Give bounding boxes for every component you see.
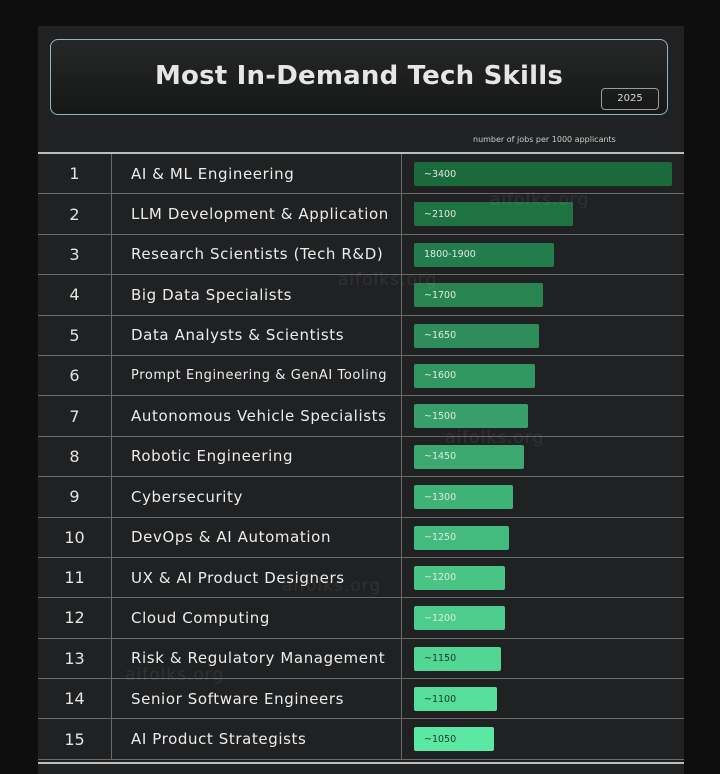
skill-name: LLM Development & Application <box>131 205 389 224</box>
bar-value-label: ~1700 <box>424 289 457 301</box>
bar: ~1450 <box>414 444 524 469</box>
rank-number: 7 <box>38 396 112 436</box>
bar-value-label: ~2100 <box>424 208 457 220</box>
bar-value-label: ~3400 <box>424 168 457 180</box>
rank-number: 9 <box>38 477 112 517</box>
bar-cell: ~1200 <box>401 598 684 638</box>
table-row: 5 Data Analysts & Scientists ~1650 <box>38 315 684 356</box>
title-box: Most In-Demand Tech Skills 2025 <box>50 39 668 115</box>
rank-number: 2 <box>38 194 112 234</box>
skill-name: Robotic Engineering <box>131 447 294 466</box>
table-row: 13 Risk & Regulatory Management ~1150 <box>38 638 684 680</box>
bar: ~1300 <box>414 485 513 510</box>
skill-name: Autonomous Vehicle Specialists <box>131 407 387 426</box>
rank-number: 5 <box>38 315 112 355</box>
bar: ~1050 <box>414 727 494 752</box>
table-row: 1 AI & ML Engineering ~3400 <box>38 154 684 195</box>
skills-table: 1 AI & ML Engineering ~3400 2 LLM Developmen… <box>38 152 684 760</box>
bar: ~3400 <box>414 162 672 186</box>
table-row: 14 Senior Software Engineers ~1100 <box>38 679 684 720</box>
infographic-panel <box>38 26 684 774</box>
rank-number: 14 <box>38 679 112 719</box>
bar: ~1700 <box>414 283 543 308</box>
bar-cell: ~1700 <box>401 275 684 315</box>
table-row: 6 Prompt Engineering & GenAI Tooling ~1600 <box>38 355 684 397</box>
bar-value-label: ~1200 <box>424 572 457 584</box>
bar: ~2100 <box>414 202 573 227</box>
bar-cell: 1800-1900 <box>401 234 684 275</box>
bar-value-label: ~1650 <box>424 330 457 342</box>
skill-name: UX & AI Product Designers <box>131 568 345 587</box>
table-row: 2 LLM Development & Application ~2100 <box>38 194 684 235</box>
bar-value-label: ~1200 <box>424 612 457 624</box>
bar-cell: ~1200 <box>401 557 684 598</box>
rank-number: 4 <box>38 275 112 315</box>
bar-value-label: ~1100 <box>424 693 457 705</box>
skill-name: DevOps & AI Automation <box>131 528 332 547</box>
axis-note: number of jobs per 1000 applicants <box>473 135 616 144</box>
rank-number: 6 <box>38 355 112 396</box>
skill-name: AI & ML Engineering <box>131 164 295 183</box>
table-row: 8 Robotic Engineering ~1450 <box>38 436 684 478</box>
rank-number: 8 <box>38 436 112 477</box>
bar-value-label: ~1150 <box>424 653 457 665</box>
bar: ~1650 <box>414 323 539 348</box>
rank-number: 15 <box>38 719 112 759</box>
bar-value-label: ~1500 <box>424 410 457 422</box>
bar: ~1200 <box>414 565 505 590</box>
skill-name: Cybersecurity <box>131 487 243 506</box>
bar-value-label: ~1300 <box>424 491 457 503</box>
bar-cell: ~1650 <box>401 315 684 355</box>
rank-number: 13 <box>38 638 112 679</box>
bar-cell: ~1500 <box>401 396 684 436</box>
bar: ~1250 <box>414 525 509 550</box>
rank-number: 1 <box>38 154 112 194</box>
table-row: 4 Big Data Specialists ~1700 <box>38 275 684 316</box>
table-row: 3 Research Scientists (Tech R&D) 1800-1900 <box>38 234 684 276</box>
bar-value-label: ~1450 <box>424 451 457 463</box>
rank-number: 3 <box>38 234 112 275</box>
skill-name: Cloud Computing <box>131 608 270 627</box>
bar-cell: ~2100 <box>401 194 684 234</box>
bar-value-label: ~1600 <box>424 370 457 382</box>
bar: ~1200 <box>414 606 505 631</box>
table-row: 10 DevOps & AI Automation ~1250 <box>38 517 684 558</box>
bar: ~1500 <box>414 404 528 429</box>
table-row: 9 Cybersecurity ~1300 <box>38 477 684 518</box>
table-row: 11 UX & AI Product Designers ~1200 <box>38 557 684 599</box>
bar-cell: ~1050 <box>401 719 684 759</box>
page-title: Most In-Demand Tech Skills <box>154 61 563 91</box>
skill-name: AI Product Strategists <box>131 730 307 749</box>
bar: 1800-1900 <box>414 242 554 267</box>
bar-cell: ~1600 <box>401 355 684 396</box>
skill-name: Senior Software Engineers <box>131 689 345 708</box>
skill-name: Risk & Regulatory Management <box>131 649 386 668</box>
rank-number: 11 <box>38 557 112 598</box>
bar-cell: ~1150 <box>401 638 684 679</box>
bar-value-label: ~1250 <box>424 532 457 544</box>
table-row: 15 AI Product Strategists ~1050 <box>38 719 684 760</box>
bar: ~1100 <box>414 687 497 712</box>
bar-cell: ~1300 <box>401 477 684 517</box>
bar-cell: ~1250 <box>401 517 684 557</box>
skill-name: Research Scientists (Tech R&D) <box>131 245 384 264</box>
table-bottom-border <box>38 762 684 764</box>
rank-number: 10 <box>38 517 112 557</box>
table-row: 7 Autonomous Vehicle Specialists ~1500 <box>38 396 684 437</box>
bar-value-label: 1800-1900 <box>424 249 476 261</box>
table-row: 12 Cloud Computing ~1200 <box>38 598 684 639</box>
year-badge: 2025 <box>601 88 659 110</box>
skill-name: Data Analysts & Scientists <box>131 326 345 345</box>
bar-cell: ~3400 <box>401 154 684 194</box>
bar-value-label: ~1050 <box>424 733 457 745</box>
bar-cell: ~1100 <box>401 679 684 719</box>
bar: ~1150 <box>414 646 501 671</box>
skill-name: Prompt Engineering & GenAI Tooling <box>131 368 388 384</box>
bar: ~1600 <box>414 363 535 388</box>
bar-cell: ~1450 <box>401 436 684 477</box>
rank-number: 12 <box>38 598 112 638</box>
skill-name: Big Data Specialists <box>131 285 293 304</box>
